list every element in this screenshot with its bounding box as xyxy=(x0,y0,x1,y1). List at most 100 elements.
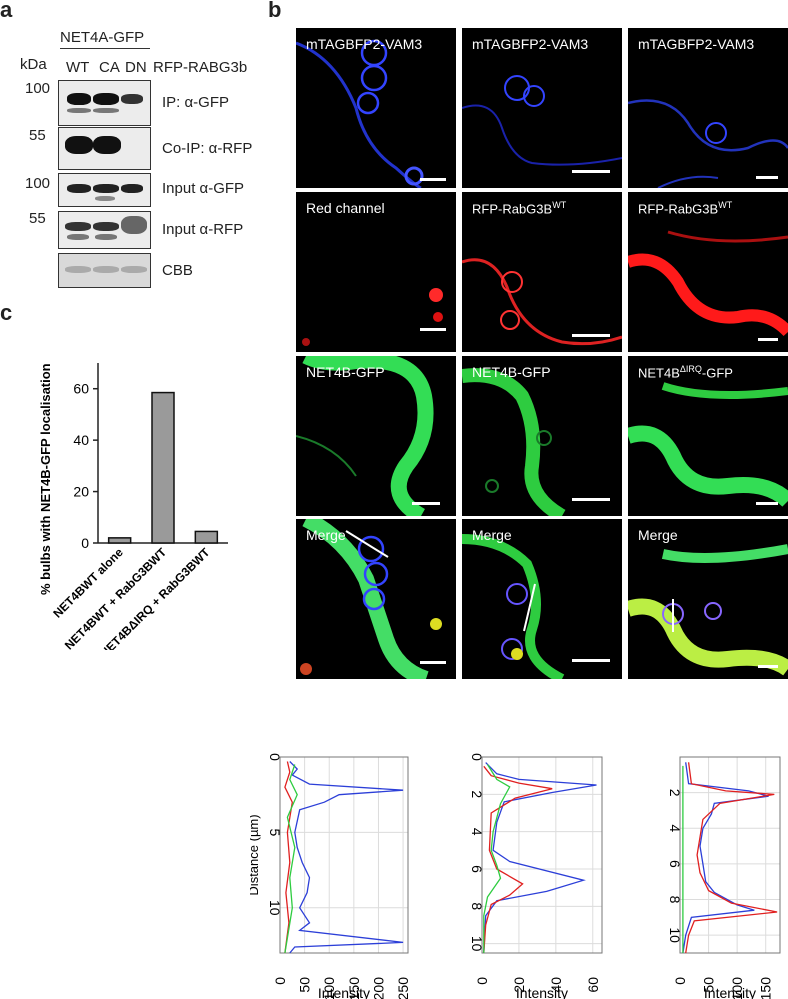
micrograph-red: RFP-RabG3BWT xyxy=(628,192,788,352)
y-tick-label: 40 xyxy=(73,432,89,448)
panel-b-letter: b xyxy=(268,0,282,22)
panel-a-letter: a xyxy=(0,0,13,22)
x-tick-label: 40 xyxy=(548,977,564,993)
y-tick-label: 0 xyxy=(469,753,485,761)
y-tick-label: 8 xyxy=(469,902,485,910)
x-tick-label: 20 xyxy=(511,977,527,993)
profile-line xyxy=(284,761,293,954)
y-axis-label: Distance (µm) xyxy=(250,814,261,895)
channel-label: RFP-RabG3BWT xyxy=(638,200,733,217)
x-tick-label: 200 xyxy=(370,977,386,999)
micrograph-gfp: NET4BΔIRQ-GFP xyxy=(628,356,788,516)
plot-frame xyxy=(481,756,603,954)
scale-bar xyxy=(758,338,778,341)
x-tick-label: 150 xyxy=(346,977,362,999)
channel-label: mTAGBFP2-VAM3 xyxy=(472,36,589,52)
x-tick-label: 50 xyxy=(297,977,313,993)
plot-frame xyxy=(679,756,781,954)
mw-label: 55 xyxy=(29,210,46,227)
scale-bar xyxy=(756,176,778,179)
x-tick-label: 50 xyxy=(701,977,717,993)
y-tick-label: 0 xyxy=(267,753,283,761)
mw-label: 100 xyxy=(25,80,51,97)
channel-label: mTAGBFP2-VAM3 xyxy=(638,36,755,52)
x-tick-label: 100 xyxy=(321,977,337,999)
y-tick-label: 20 xyxy=(73,484,89,500)
kda-label: kDa xyxy=(20,56,47,73)
scale-bar xyxy=(572,170,610,173)
y-tick-label: 8 xyxy=(667,896,683,904)
micrograph-merge: Merge xyxy=(296,519,456,679)
construct-label: NET4A-GFP xyxy=(60,29,145,46)
x-tick-label: 250 xyxy=(395,977,411,999)
y-tick-label: 10 xyxy=(469,936,485,952)
scale-bar xyxy=(420,178,446,181)
channel-label: Merge xyxy=(472,527,512,543)
scale-bar xyxy=(572,498,610,501)
mw-label: 55 xyxy=(29,127,46,144)
channel-label: NET4B-GFP xyxy=(306,364,385,380)
channel-label: Merge xyxy=(306,527,346,543)
blot-label: Input α-GFP xyxy=(162,180,245,197)
micrograph-red: Red channel xyxy=(296,192,456,352)
channel-label: Merge xyxy=(638,527,678,543)
y-tick-label: 6 xyxy=(469,865,485,873)
channel-label: NET4BΔIRQ-GFP xyxy=(638,364,733,381)
blot-label: IP: α-GFP xyxy=(162,94,230,111)
micrograph-red: RFP-RabG3BWT xyxy=(462,192,622,352)
x-tick-label: 100 xyxy=(729,977,745,999)
profile-line xyxy=(685,762,778,954)
lane-label-dn: DN xyxy=(125,59,147,76)
x-tick-label: 0 xyxy=(272,977,288,985)
profile-line xyxy=(289,761,404,954)
micrograph-gfp: NET4B-GFP xyxy=(462,356,622,516)
y-tick-label: 5 xyxy=(267,828,283,836)
x-axis-label: Intensity xyxy=(318,985,370,999)
x-tick-label: 60 xyxy=(585,977,601,993)
channel-label: RFP-RabG3BWT xyxy=(472,200,567,217)
channel-label: Red channel xyxy=(306,200,385,216)
x-tick-label: 0 xyxy=(672,977,688,985)
bar-chart: % bulbs with NET4B-GFP localisation 0 20 4… xyxy=(38,363,228,650)
profile-line xyxy=(483,764,511,953)
scale-bar xyxy=(420,661,446,664)
blot-label: Co-IP: α-RFP xyxy=(162,140,253,157)
rfp-label: RFP-RABG3b xyxy=(153,59,248,76)
x-tick-label: 150 xyxy=(758,977,774,999)
channel-label: NET4B-GFP xyxy=(472,364,551,380)
micrograph-merge: Merge xyxy=(628,519,788,679)
micrograph-vam3: mTAGBFP2-VAM3 xyxy=(628,28,788,188)
y-tick-label: 10 xyxy=(667,927,683,943)
lane-label-wt: WT xyxy=(66,59,90,76)
y-tick-label: 4 xyxy=(667,824,683,832)
profile-line xyxy=(284,764,298,954)
y-tick-label: 10 xyxy=(267,900,283,916)
scale-bar xyxy=(756,502,778,505)
profile-line xyxy=(483,765,553,954)
blot-label: Input α-RFP xyxy=(162,221,244,238)
scale-bar xyxy=(412,502,440,505)
scale-bar xyxy=(758,665,778,668)
micrograph-gfp: NET4B-GFP xyxy=(296,356,456,516)
western-blot xyxy=(58,127,151,170)
plot-frame xyxy=(279,756,409,954)
x-axis-label: Intensity xyxy=(704,985,756,999)
micrograph-merge: Merge xyxy=(462,519,622,679)
western-blot xyxy=(58,173,151,207)
western-blot xyxy=(58,211,151,249)
x-tick-label: 0 xyxy=(474,977,490,985)
bar xyxy=(151,391,175,544)
y-tick-label: 2 xyxy=(469,790,485,798)
channel-label: mTAGBFP2-VAM3 xyxy=(306,36,423,52)
chart-ylabel: % bulbs with NET4B-GFP localisation xyxy=(38,363,53,595)
x-axis-label: Intensity xyxy=(516,985,568,999)
western-blot xyxy=(58,80,151,126)
bar xyxy=(194,530,219,544)
y-tick-label: 0 xyxy=(81,535,89,551)
y-tick-label: 60 xyxy=(73,381,89,397)
bar xyxy=(107,537,132,544)
y-tick-label: 2 xyxy=(667,789,683,797)
micrograph-vam3: mTAGBFP2-VAM3 xyxy=(296,28,456,188)
scale-bar xyxy=(572,659,610,662)
lane-label-ca: CA xyxy=(99,59,120,76)
